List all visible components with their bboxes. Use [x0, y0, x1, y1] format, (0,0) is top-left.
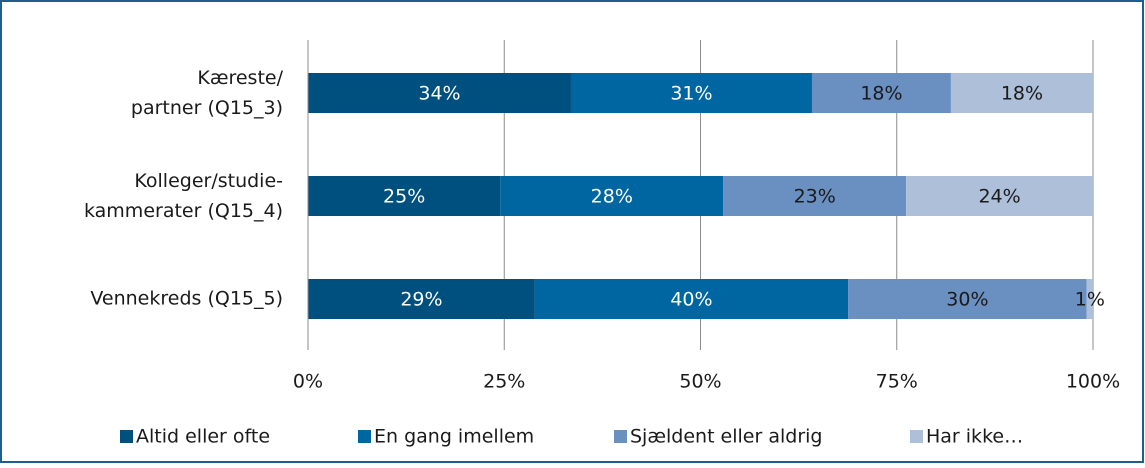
- bar-segment: [811, 73, 951, 113]
- legend-label: Har ikke…: [926, 426, 1023, 448]
- x-tick-label: 100%: [1066, 371, 1120, 393]
- data-label: 24%: [978, 186, 1020, 208]
- x-tick-label: 75%: [876, 371, 918, 393]
- bar-segment: [570, 73, 812, 113]
- bar-segment: [1086, 279, 1093, 319]
- legend-label: Sjældent eller aldrig: [630, 426, 822, 448]
- data-label: 30%: [946, 289, 988, 311]
- legend-swatch: [910, 430, 923, 443]
- legend-label: Altid eller ofte: [136, 426, 270, 448]
- legend-swatch: [614, 430, 627, 443]
- bar-segment: [906, 176, 1093, 216]
- category-label: Kolleger/studie-kammerater (Q15_4): [84, 170, 283, 222]
- x-tick-label: 50%: [679, 371, 721, 393]
- data-label: 23%: [794, 186, 836, 208]
- legend-label: En gang imellem: [374, 426, 534, 448]
- data-label: 34%: [418, 83, 460, 105]
- legend-swatch: [120, 430, 133, 443]
- bar-segment: [308, 73, 571, 113]
- bar-segment: [308, 279, 535, 319]
- data-label: 25%: [383, 186, 425, 208]
- data-label: 31%: [670, 83, 712, 105]
- category-label: Vennekreds (Q15_5): [90, 288, 283, 310]
- x-tick-label: 25%: [483, 371, 525, 393]
- data-label: 18%: [1001, 83, 1043, 105]
- data-label: 29%: [400, 289, 442, 311]
- data-label: 18%: [860, 83, 902, 105]
- legend-swatch: [358, 430, 371, 443]
- bar-segment: [723, 176, 907, 216]
- category-label: Kæreste/partner (Q15_3): [131, 67, 284, 119]
- data-label: 28%: [591, 186, 633, 208]
- x-tick-label: 0%: [293, 371, 323, 393]
- bar-segment: [848, 279, 1087, 319]
- data-label: 40%: [670, 289, 712, 311]
- bar-segment: [308, 176, 501, 216]
- bar-segment: [950, 73, 1093, 113]
- bar-segment: [500, 176, 724, 216]
- data-label: 1%: [1075, 289, 1105, 311]
- bar-segment: [534, 279, 849, 319]
